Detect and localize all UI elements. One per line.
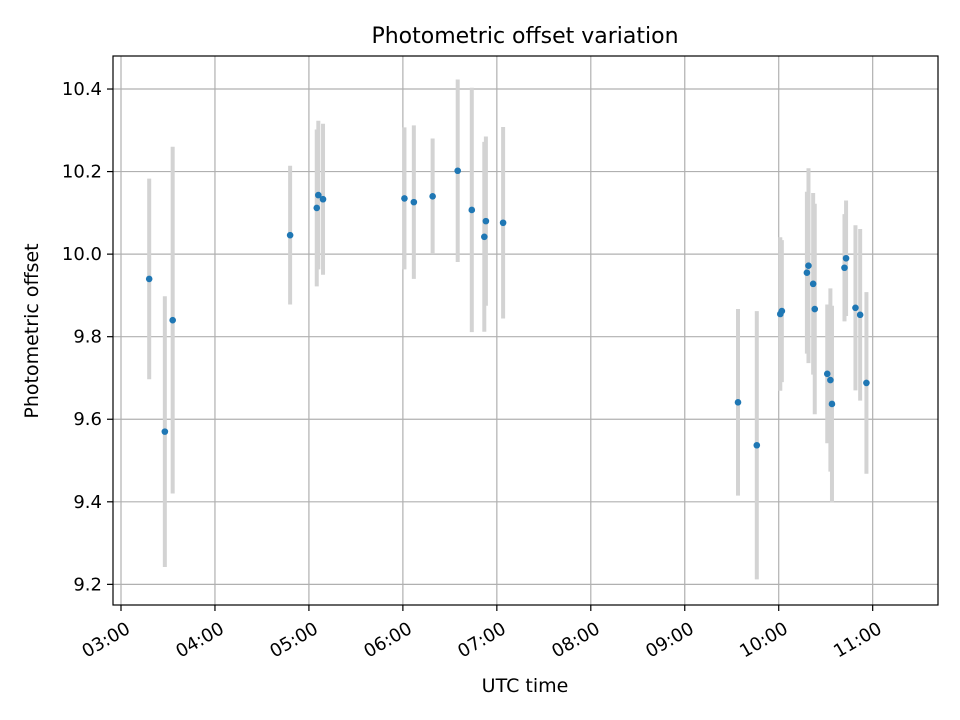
data-point [286, 231, 294, 239]
data-point [315, 191, 322, 199]
data-point [811, 305, 819, 313]
data-point [482, 217, 490, 225]
data-point [169, 316, 176, 324]
data-point [454, 167, 461, 175]
data-point [852, 304, 859, 312]
data-point [429, 193, 436, 200]
data-point [145, 275, 153, 283]
y-axis-label: Photometric offset [21, 243, 43, 418]
data-point [842, 254, 850, 262]
data-point [161, 428, 169, 435]
data-point [499, 219, 507, 227]
plot-frame [112, 55, 939, 606]
data-point [863, 379, 870, 387]
data-point [481, 233, 488, 241]
y-tick-label: 9.8 [73, 327, 102, 348]
data-point [856, 311, 864, 319]
point-layer [145, 167, 870, 449]
data-point [778, 307, 786, 315]
data-point [827, 376, 834, 384]
data-point [828, 400, 836, 408]
data-point [401, 195, 408, 202]
y-tick-label: 10.4 [62, 79, 102, 100]
data-point [823, 370, 831, 378]
data-point [753, 441, 761, 449]
data-point [468, 206, 476, 214]
y-tick-label: 9.4 [73, 492, 102, 513]
data-point [410, 198, 418, 206]
x-axis-label: UTC time [482, 675, 569, 697]
data-point [805, 262, 812, 269]
chart-title: Photometric offset variation [371, 24, 678, 49]
data-point [319, 195, 327, 203]
y-tick-label: 10.2 [62, 162, 102, 183]
y-tick-label: 9.6 [73, 409, 102, 430]
y-tick-label: 10.0 [62, 244, 102, 265]
data-point [313, 204, 321, 212]
y-tick-label: 9.2 [73, 574, 102, 595]
data-point [809, 280, 817, 288]
data-point [803, 269, 811, 277]
data-point [734, 399, 742, 406]
data-point [841, 264, 848, 272]
grid-layer [113, 56, 938, 605]
